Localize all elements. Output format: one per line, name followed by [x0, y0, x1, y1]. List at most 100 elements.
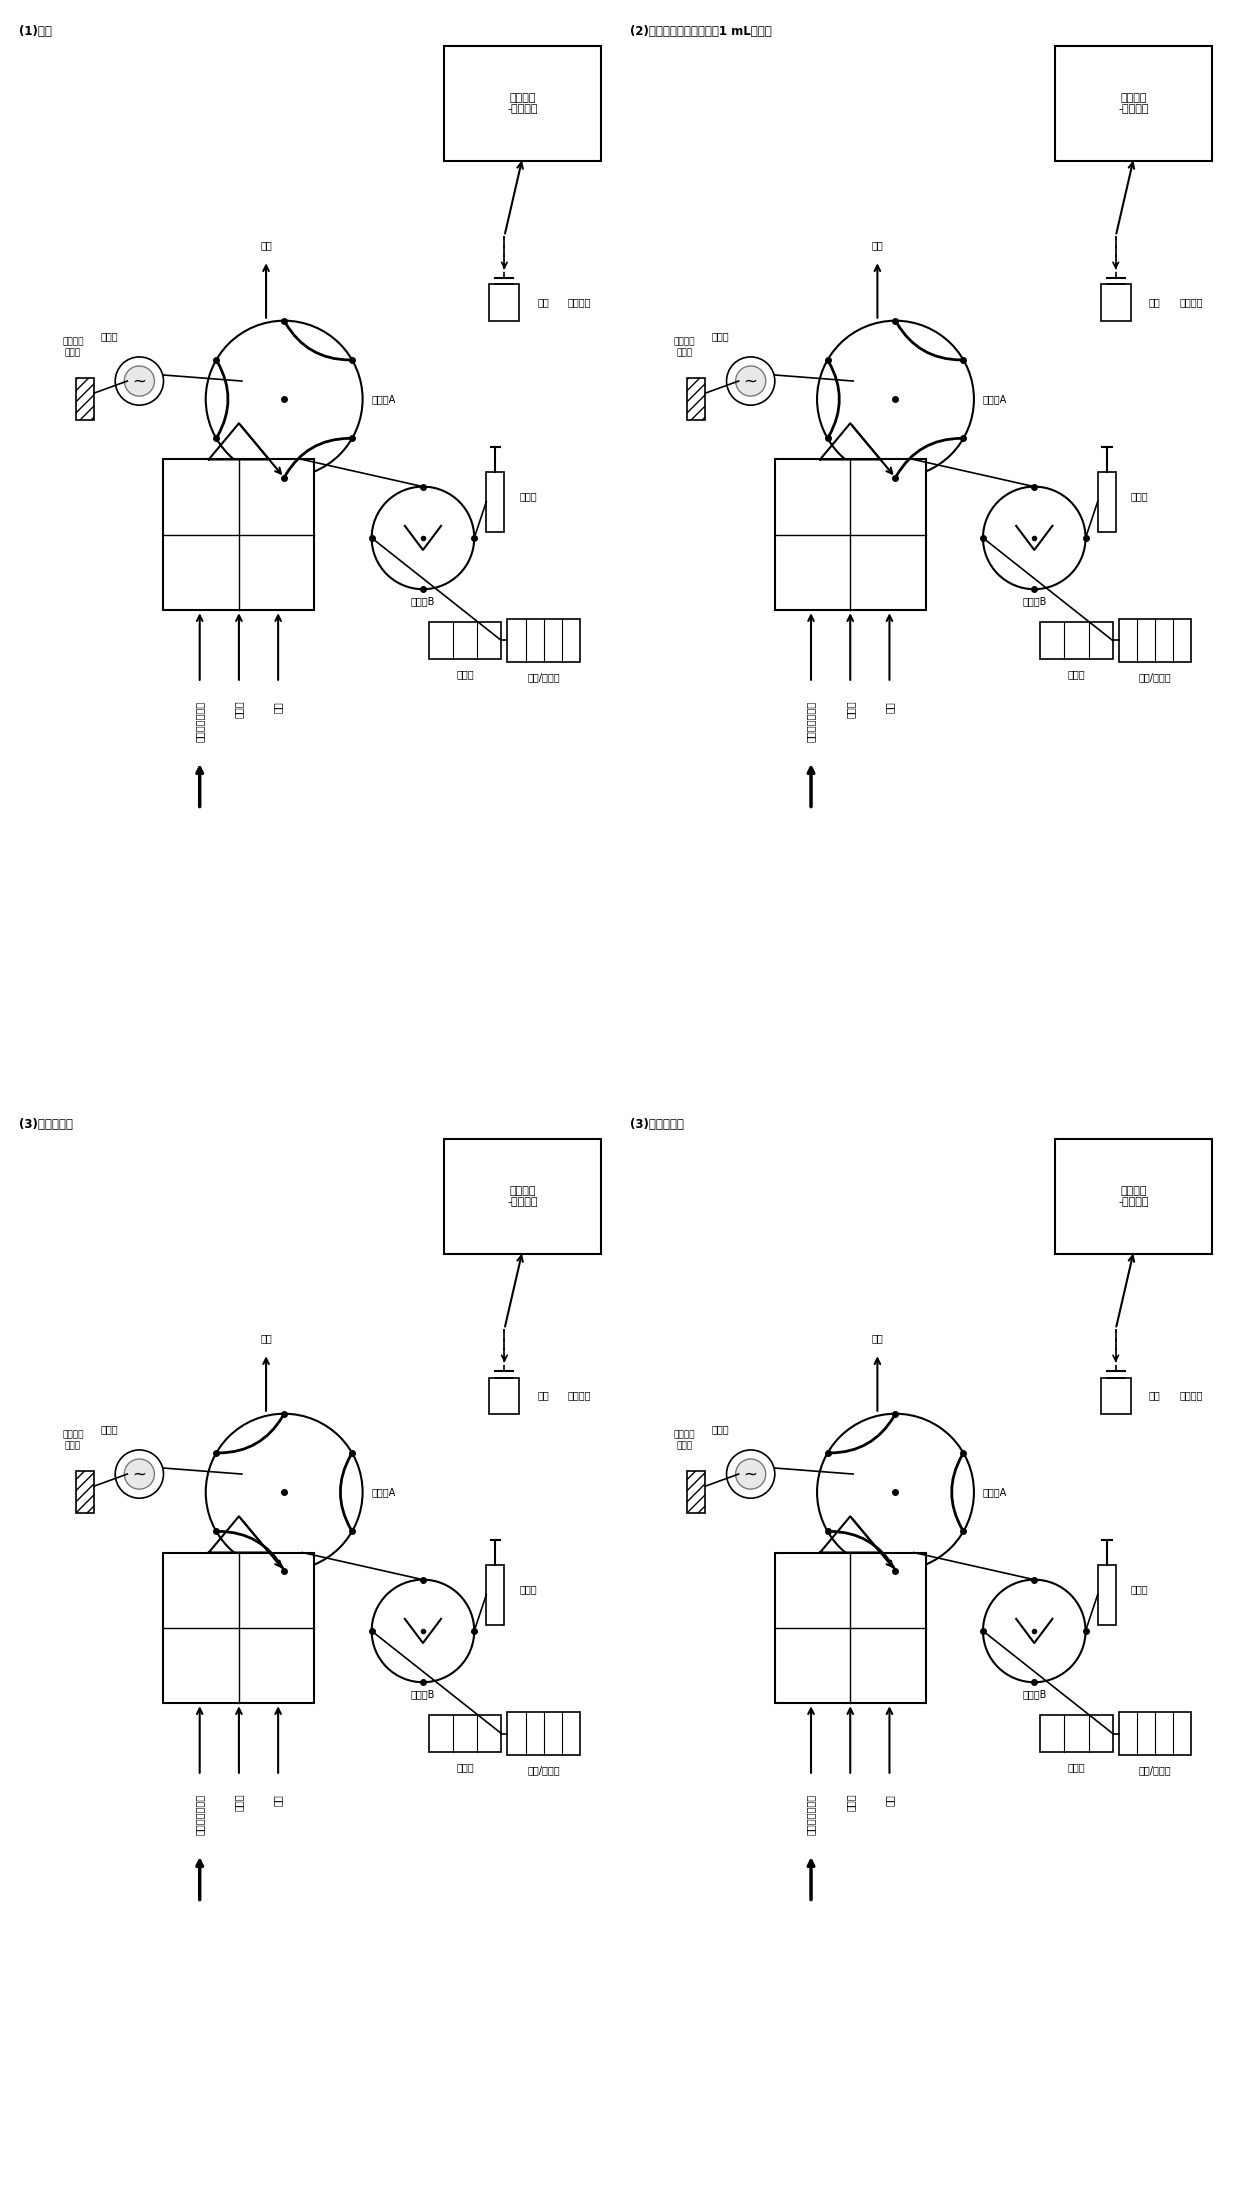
Text: 多壁碳纳
米管柱: 多壁碳纳 米管柱: [62, 338, 84, 357]
Text: 进样阀B: 进样阀B: [1022, 596, 1047, 605]
Text: 气相色谱
-质谱检测: 气相色谱 -质谱检测: [1118, 92, 1149, 114]
Circle shape: [372, 487, 474, 590]
FancyBboxPatch shape: [1055, 1138, 1213, 1254]
Bar: [1118, 1713, 1192, 1754]
Text: 洗脱/衍生液: 洗脱/衍生液: [527, 1765, 560, 1774]
Text: 络合剂: 络合剂: [846, 1794, 856, 1811]
Bar: [775, 1553, 926, 1704]
Text: 进样环: 进样环: [520, 491, 537, 500]
Text: 络合剂: 络合剂: [234, 1794, 244, 1811]
Text: 洗脱/衍生液: 洗脱/衍生液: [1138, 1765, 1172, 1774]
Circle shape: [206, 320, 362, 478]
Circle shape: [735, 366, 766, 397]
Text: 多壁碳纳
米管柱: 多壁碳纳 米管柱: [673, 1430, 696, 1450]
Text: ~: ~: [744, 1465, 758, 1482]
Bar: [429, 1715, 501, 1752]
Text: 气相色谱
-质谱检测: 气相色谱 -质谱检测: [507, 92, 538, 114]
Text: 蠕动泵: 蠕动泵: [456, 669, 474, 678]
Text: 废液: 废液: [260, 1333, 272, 1344]
Text: 蠕动泵: 蠕动泵: [1068, 1761, 1085, 1772]
Circle shape: [983, 487, 1085, 590]
Bar: [490, 285, 520, 320]
Circle shape: [124, 366, 155, 397]
Text: 进样阀A: 进样阀A: [372, 395, 396, 404]
Circle shape: [735, 1458, 766, 1489]
Circle shape: [115, 1450, 164, 1498]
Bar: [76, 1472, 94, 1513]
Bar: [687, 1472, 706, 1513]
Text: 空气: 空气: [273, 702, 283, 713]
Text: 气相色谱
-质谱检测: 气相色谱 -质谱检测: [507, 1186, 538, 1208]
Circle shape: [817, 1414, 973, 1570]
Bar: [1101, 285, 1131, 320]
Text: 气相色谱
-质谱检测: 气相色谱 -质谱检测: [1118, 1186, 1149, 1208]
Bar: [490, 1377, 520, 1414]
Text: 进样阀A: 进样阀A: [983, 395, 1007, 404]
Text: 空气: 空气: [273, 1794, 283, 1805]
Text: 反应池: 反应池: [712, 331, 729, 340]
Text: (2)脱水，洗脱衍生液充满1 mL进样环: (2)脱水，洗脱衍生液充满1 mL进样环: [630, 24, 771, 37]
Circle shape: [727, 357, 775, 406]
Text: 进样阀A: 进样阀A: [372, 1487, 396, 1498]
Text: 进样环: 进样环: [520, 1583, 537, 1594]
Text: 进样环: 进样环: [1131, 1583, 1148, 1594]
Text: 进样阀A: 进样阀A: [983, 1487, 1007, 1498]
Text: 反应池: 反应池: [100, 1423, 118, 1434]
Bar: [507, 1713, 580, 1754]
Text: 预处理后的水样: 预处理后的水样: [195, 1794, 205, 1836]
Text: 进样阀B: 进样阀B: [410, 1689, 435, 1700]
Text: 浓缩定容: 浓缩定容: [568, 1390, 591, 1401]
Text: 进样阀B: 进样阀B: [410, 596, 435, 605]
Text: 浓缩定容: 浓缩定容: [1179, 298, 1203, 307]
Text: 衍生: 衍生: [538, 298, 549, 307]
Text: ~: ~: [744, 373, 758, 390]
Circle shape: [206, 1414, 362, 1570]
Text: (3)洗脱，衍生: (3)洗脱，衍生: [630, 1118, 684, 1132]
Bar: [429, 623, 501, 658]
Text: 进样阀B: 进样阀B: [1022, 1689, 1047, 1700]
Bar: [164, 1553, 314, 1704]
Text: 预处理后的水样: 预处理后的水样: [195, 702, 205, 741]
Circle shape: [727, 1450, 775, 1498]
Text: 预处理后的水样: 预处理后的水样: [806, 702, 816, 741]
Bar: [1040, 623, 1112, 658]
Bar: [164, 461, 314, 610]
Text: 废液: 废液: [260, 241, 272, 250]
Text: 浓缩定容: 浓缩定容: [1179, 1390, 1203, 1401]
Text: 洗脱/衍生液: 洗脱/衍生液: [1138, 671, 1172, 682]
Text: ~: ~: [133, 1465, 146, 1482]
Text: 衍生: 衍生: [1149, 298, 1161, 307]
Bar: [1040, 1715, 1112, 1752]
Text: 空气: 空气: [884, 702, 894, 713]
Text: (3)洗脱，衍生: (3)洗脱，衍生: [19, 1118, 73, 1132]
Text: (1)富集: (1)富集: [19, 24, 52, 37]
Circle shape: [983, 1579, 1085, 1682]
Text: 废液: 废液: [872, 1333, 883, 1344]
Bar: [486, 1564, 505, 1625]
FancyBboxPatch shape: [444, 1138, 601, 1254]
Bar: [486, 471, 505, 533]
Text: 蠕动泵: 蠕动泵: [1068, 669, 1085, 678]
Text: 多壁碳纳
米管柱: 多壁碳纳 米管柱: [62, 1430, 84, 1450]
Text: 预处理后的水样: 预处理后的水样: [806, 1794, 816, 1836]
Circle shape: [115, 357, 164, 406]
Bar: [1097, 471, 1116, 533]
Text: 洗脱/衍生液: 洗脱/衍生液: [527, 671, 560, 682]
Bar: [1118, 618, 1192, 662]
Bar: [775, 461, 926, 610]
Text: 空气: 空气: [884, 1794, 894, 1805]
Text: 浓缩定容: 浓缩定容: [568, 298, 591, 307]
Text: ~: ~: [133, 373, 146, 390]
Circle shape: [124, 1458, 155, 1489]
Circle shape: [372, 1579, 474, 1682]
Bar: [687, 377, 706, 421]
Text: 衍生: 衍生: [1149, 1390, 1161, 1401]
Text: 衍生: 衍生: [538, 1390, 549, 1401]
FancyBboxPatch shape: [1055, 46, 1213, 160]
Text: 多壁碳纳
米管柱: 多壁碳纳 米管柱: [673, 338, 696, 357]
FancyBboxPatch shape: [444, 46, 601, 160]
Text: 络合剂: 络合剂: [846, 702, 856, 719]
Text: 蠕动泵: 蠕动泵: [456, 1761, 474, 1772]
Bar: [1101, 1377, 1131, 1414]
Text: 反应池: 反应池: [712, 1423, 729, 1434]
